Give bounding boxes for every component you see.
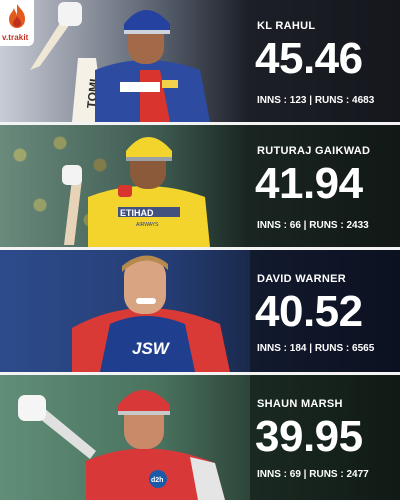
player-photo-4: d2h bbox=[0, 375, 250, 500]
player-name-3: DAVID WARNER bbox=[257, 273, 346, 285]
jersey-label-3: JSW bbox=[132, 339, 171, 358]
player-panel-1: TOMI v.trakit KL RAHUL 45.46 INNS : 123 … bbox=[0, 0, 400, 122]
player-stats-4: INNS : 69 | RUNS : 2477 bbox=[257, 469, 369, 480]
divider bbox=[0, 247, 400, 250]
divider bbox=[0, 122, 400, 125]
player-photo-2: ETIHAD AIRWAYS bbox=[62, 137, 210, 247]
divider bbox=[0, 372, 400, 375]
player-average-4: 39.95 bbox=[255, 412, 363, 461]
brand-name: v.trakit bbox=[2, 33, 29, 42]
player-name-4: SHAUN MARSH bbox=[257, 398, 343, 410]
player-name-2: RUTURAJ GAIKWAD bbox=[257, 145, 371, 157]
player-stats-3: INNS : 184 | RUNS : 6565 bbox=[257, 343, 375, 354]
player-average-2: 41.94 bbox=[255, 159, 363, 208]
player-name-1: KL RAHUL bbox=[257, 20, 316, 32]
flame-icon bbox=[9, 4, 25, 28]
jersey-label-2: ETIHAD bbox=[120, 208, 154, 218]
player-panel-4: d2h SHAUN MARSH 39.95 INNS : 69 | RUNS :… bbox=[0, 375, 400, 500]
brand-logo: v.trakit bbox=[0, 0, 34, 46]
jersey-label-4: d2h bbox=[151, 477, 163, 484]
player-stats-2: INNS : 66 | RUNS : 2433 bbox=[257, 220, 369, 231]
player-photo-1: TOMI bbox=[30, 2, 210, 122]
player-average-1: 45.46 bbox=[255, 34, 363, 83]
player-stats-1: INNS : 123 | RUNS : 4683 bbox=[257, 95, 375, 106]
player-panel-2: ETIHAD AIRWAYS RUTURAJ GAIKWAD 41.94 INN… bbox=[0, 125, 400, 247]
player-average-3: 40.52 bbox=[255, 287, 363, 336]
jersey-sublabel-2: AIRWAYS bbox=[136, 222, 159, 228]
player-photo-3: JSW bbox=[0, 250, 250, 372]
player-panel-3: JSW DAVID WARNER 40.52 INNS : 184 | RUNS… bbox=[0, 250, 400, 372]
